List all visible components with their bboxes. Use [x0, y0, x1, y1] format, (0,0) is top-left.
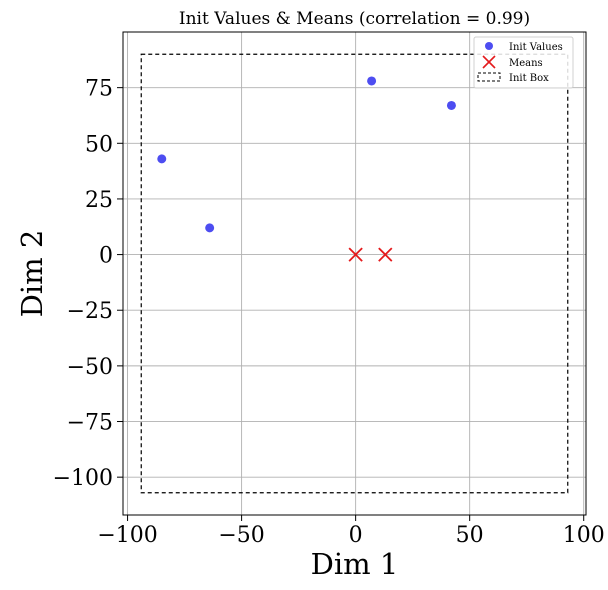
plot-frame — [122, 31, 587, 516]
legend-label-means: Means — [509, 58, 543, 69]
y-tick-label: 50 — [85, 132, 113, 157]
mean-marker-stroke — [378, 247, 393, 262]
init-box — [140, 53, 569, 494]
ticks-layer: −100 −50 0 50 100 −100 −75 −50 −25 0 25 50 75 — [53, 77, 605, 548]
x-axis-label: Dim 1 — [311, 547, 399, 581]
mean-marker — [348, 247, 363, 262]
x-tick-label: −100 — [97, 523, 157, 548]
legend-label-init-box: Init Box — [509, 73, 549, 84]
y-axis-label: Dim 2 — [15, 230, 49, 318]
legend-marker-init-values — [485, 42, 493, 50]
y-tick-label: −100 — [53, 466, 113, 491]
x-tick-label: 50 — [456, 523, 484, 548]
y-tick-label: 75 — [85, 77, 113, 102]
points-layer — [157, 76, 456, 262]
legend-means-stroke — [482, 55, 496, 69]
init-value-point — [446, 100, 456, 110]
init-value-point — [367, 76, 377, 86]
legend-label-init-values: Init Values — [509, 42, 563, 53]
mean-marker-stroke — [348, 247, 363, 262]
y-tick-label: 0 — [99, 244, 113, 269]
x-tick-label: 100 — [563, 523, 605, 548]
legend: Init Values Means Init Box — [473, 36, 574, 89]
y-tick-label: 25 — [85, 188, 113, 213]
mean-marker — [378, 247, 393, 262]
legend-frame — [473, 36, 574, 89]
init-value-point — [157, 154, 167, 164]
y-tick-label: −25 — [67, 299, 113, 324]
x-tick-label: −50 — [218, 523, 264, 548]
legend-marker-means — [482, 55, 496, 69]
y-tick-label: −75 — [67, 411, 113, 436]
y-tick-label: −50 — [67, 355, 113, 380]
x-tick-label: 0 — [349, 523, 363, 548]
chart-title: Init Values & Means (correlation = 0.99) — [179, 9, 530, 29]
legend-marker-init-box — [477, 72, 501, 82]
init-value-point — [205, 223, 215, 233]
grid-layer — [123, 32, 586, 515]
init-box-layer — [140, 53, 569, 494]
